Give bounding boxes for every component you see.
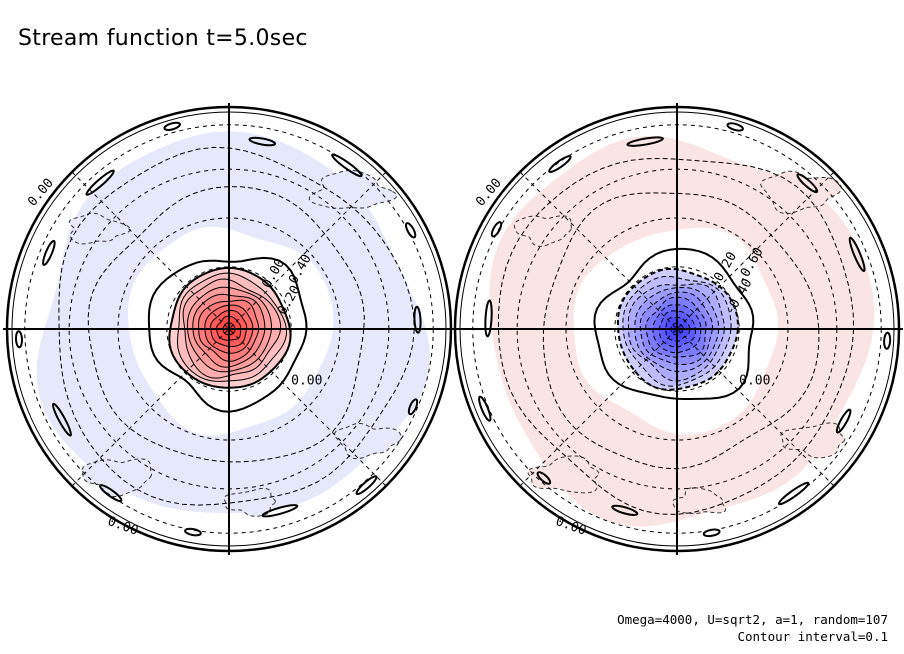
edge-streak — [478, 395, 492, 422]
contour-label: 0.00 — [473, 176, 505, 210]
edge-streak — [777, 481, 810, 506]
contour-label: 0.00 — [291, 374, 322, 389]
edge-streak — [331, 153, 363, 178]
edge-streak — [355, 475, 378, 496]
edge-streak — [484, 299, 493, 338]
meridian-line — [519, 171, 835, 487]
edge-streak — [796, 173, 819, 194]
meridian-line — [519, 171, 835, 487]
edge-streak — [536, 471, 552, 485]
contour-field — [14, 121, 434, 537]
edge-streak — [407, 398, 419, 416]
edge-streak — [413, 305, 422, 334]
contour-label: 0.00 — [739, 374, 770, 389]
left-hemisphere-panel: 0.000.200.400.000.000.00 — [3, 103, 455, 555]
edge-streak — [548, 155, 572, 173]
edge-streak — [85, 169, 115, 196]
meridian-line — [71, 171, 387, 487]
parameters-info: Omega=4000, U=sqrt2, a=1, random=107 — [617, 612, 888, 627]
edge-streak — [99, 484, 123, 503]
contour-label: 0.00 — [106, 514, 141, 539]
weak-patch — [308, 169, 398, 209]
edge-streak — [405, 222, 417, 239]
edge-streak — [184, 527, 202, 537]
hemisphere-boundary — [453, 105, 901, 553]
edge-streak — [163, 121, 181, 131]
contour-label: 0.00 — [554, 514, 589, 539]
weak-patch — [760, 170, 842, 215]
contour-interval-info: Contour interval=0.1 — [737, 629, 888, 644]
edge-streak — [42, 239, 56, 266]
edge-streak — [51, 402, 72, 437]
edge-streak — [248, 136, 277, 147]
weak-patch — [223, 487, 276, 517]
edge-streak — [702, 528, 721, 538]
edge-streak — [848, 236, 866, 273]
edge-streak — [261, 504, 299, 518]
edge-streak — [611, 504, 639, 516]
inner-boundary — [11, 111, 447, 547]
contour-label: 0.00 — [25, 176, 57, 210]
edge-streak — [835, 408, 852, 434]
edge-streak — [626, 136, 664, 147]
edge-streak — [14, 330, 23, 349]
dashed-contour — [497, 157, 855, 515]
edge-streak — [883, 331, 892, 350]
weak-patch — [68, 212, 131, 245]
weak-shading-band — [36, 131, 430, 513]
weak-patch — [780, 422, 846, 459]
weak-shading-band — [489, 136, 875, 527]
edge-streak — [726, 122, 744, 132]
plot-title: Stream function t=5.0sec — [18, 26, 308, 51]
dashed-contour — [58, 146, 415, 506]
meridian-line — [71, 171, 387, 487]
right-hemisphere-panel: -0.20-0.40-0.600.000.000.00 — [451, 103, 903, 555]
inner-boundary — [459, 111, 895, 547]
edge-streak — [490, 221, 503, 238]
